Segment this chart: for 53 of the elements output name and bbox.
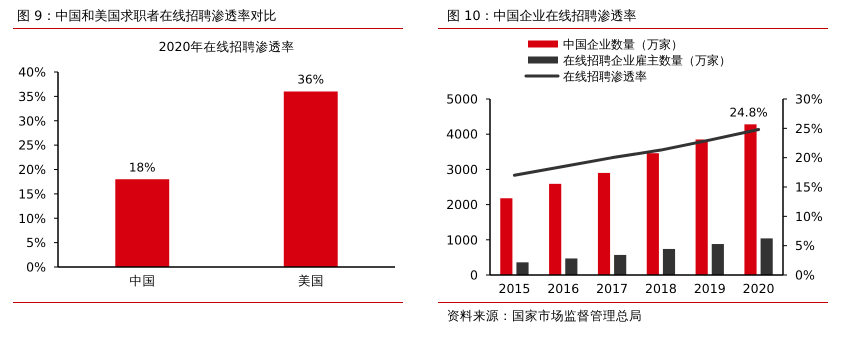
y-tick-label: 3000	[446, 162, 478, 177]
text: 资料来源：国家市场监督管理总局	[447, 308, 642, 323]
y2-tick-label: 25%	[795, 120, 823, 136]
bar	[662, 248, 676, 275]
y-tick-label: 15%	[18, 186, 46, 202]
line-series	[512, 128, 760, 177]
x-tick-label: 2017	[596, 281, 628, 296]
x-tick-label: 2018	[645, 281, 677, 296]
x-tick-label: 2019	[694, 281, 726, 296]
y-tick-label: 25%	[18, 138, 46, 153]
y-tick-label: 30%	[18, 113, 46, 128]
bar	[712, 244, 724, 275]
data-label: 24.8%	[730, 106, 768, 120]
chart-title: 图 9：中国和美国求职者在线招聘渗透率对比	[17, 8, 276, 24]
bar	[646, 153, 659, 275]
x-tick-label: 2020	[742, 281, 775, 296]
bar	[516, 262, 529, 275]
bar	[500, 198, 512, 275]
y2-tick-label: 0%	[795, 268, 815, 282]
bar	[696, 139, 708, 275]
data-label: 18%	[128, 160, 156, 174]
y-tick-label: 1000	[446, 232, 478, 248]
x-tick-label: 2016	[547, 281, 580, 296]
bar	[598, 172, 610, 275]
bar	[744, 124, 757, 275]
legend-label: 在线招聘企业雇主数量（万家）	[563, 54, 731, 68]
legend-label: 在线招聘渗透率	[563, 70, 647, 84]
y-tick-label: 20%	[18, 162, 46, 177]
x-tick-label: 中国	[129, 273, 156, 288]
bar	[614, 254, 626, 275]
x-tick-label: 2015	[498, 281, 530, 296]
bar	[549, 184, 562, 275]
y2-tick-label: 5%	[795, 238, 815, 254]
y-tick-label: 0	[470, 268, 478, 282]
y2-tick-label: 10%	[795, 208, 823, 224]
y-tick-label: 0%	[26, 260, 46, 274]
bar	[760, 238, 773, 275]
data-label: 36%	[297, 72, 324, 86]
x-tick-label: 美国	[298, 273, 324, 288]
y-tick-label: 2000	[446, 197, 478, 212]
y-tick-label: 5%	[26, 235, 46, 250]
y-tick-label: 40%	[18, 64, 46, 80]
chart-title: 图 10：中国企业在线招聘渗透率	[447, 8, 637, 24]
y-tick-label: 4000	[446, 126, 478, 142]
y2-tick-label: 20%	[795, 150, 823, 166]
y-tick-label: 10%	[18, 210, 46, 226]
chart-subtitle: 2020年在线招聘渗透率	[158, 39, 294, 54]
y-tick-label: 35%	[18, 88, 46, 104]
y2-tick-label: 30%	[795, 92, 823, 106]
y2-tick-label: 15%	[795, 180, 823, 194]
legend-label: 中国企业数量（万家）	[563, 38, 683, 52]
bar	[565, 258, 578, 275]
y-tick-label: 5000	[446, 92, 478, 106]
